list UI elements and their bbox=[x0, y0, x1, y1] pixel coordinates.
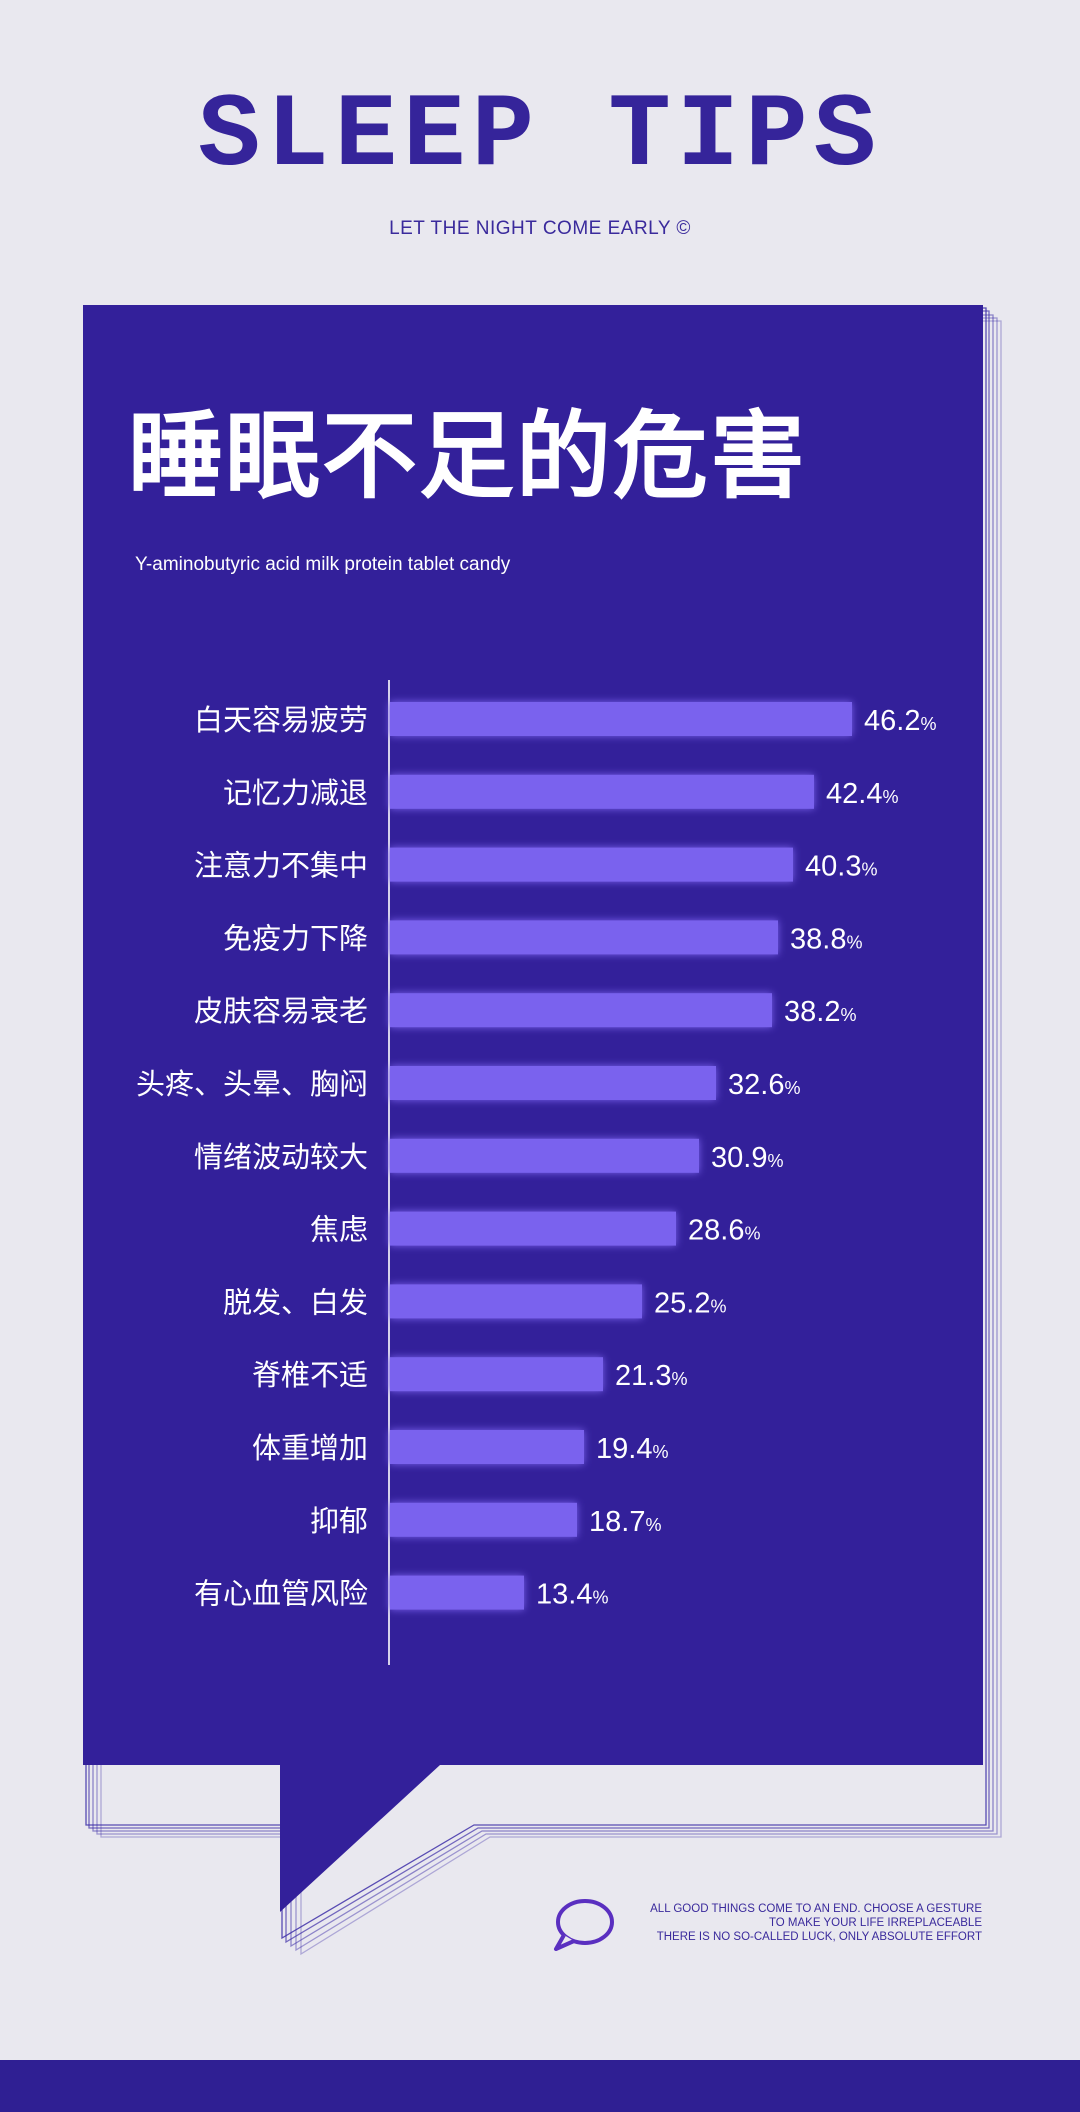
bar bbox=[390, 1066, 716, 1100]
category-label: 免疫力下降 bbox=[223, 921, 368, 955]
value-label: 30.9% bbox=[711, 1142, 783, 1174]
bar bbox=[390, 774, 814, 809]
bar bbox=[390, 1138, 699, 1173]
logo: SLEEP TIPS bbox=[197, 78, 883, 196]
category-label: 情绪波动较大 bbox=[194, 1140, 368, 1174]
value-label: 46.2% bbox=[864, 705, 936, 737]
chart-subtitle: Y-aminobutyric acid milk protein tablet … bbox=[135, 554, 511, 575]
bar bbox=[390, 1357, 603, 1392]
footer-line-2: TO MAKE YOUR LIFE IRREPLACEABLE bbox=[768, 1917, 982, 1929]
value-label: 38.2% bbox=[784, 996, 856, 1028]
category-label: 有心血管风险 bbox=[194, 1577, 368, 1611]
bar bbox=[390, 1575, 524, 1610]
bar bbox=[390, 1430, 584, 1464]
category-label: 皮肤容易衰老 bbox=[194, 994, 368, 1028]
value-label: 13.4% bbox=[536, 1579, 608, 1611]
bar bbox=[390, 847, 793, 882]
category-label: 脱发、白发 bbox=[223, 1285, 368, 1319]
category-label: 抑郁 bbox=[310, 1504, 368, 1538]
value-label: 40.3% bbox=[805, 851, 877, 883]
category-label: 头疼、头晕、胸闷 bbox=[136, 1067, 368, 1101]
bar bbox=[390, 1211, 676, 1246]
footer-text: ALL GOOD THINGS COME TO AN END. CHOOSE A… bbox=[650, 1902, 982, 1944]
value-label: 28.6% bbox=[688, 1215, 760, 1247]
bar bbox=[390, 920, 778, 955]
bar bbox=[390, 1502, 577, 1537]
value-label: 19.4% bbox=[596, 1433, 668, 1465]
category-label: 焦虑 bbox=[310, 1213, 368, 1247]
footer-line-1: ALL GOOD THINGS COME TO AN END. CHOOSE A… bbox=[650, 1903, 982, 1915]
value-label: 21.3% bbox=[615, 1360, 687, 1392]
value-label: 42.4% bbox=[826, 778, 898, 810]
speech-bubble-icon bbox=[550, 1897, 616, 1957]
tagline: LET THE NIGHT COME EARLY © bbox=[389, 218, 691, 239]
bar bbox=[390, 702, 852, 736]
category-label: 记忆力减退 bbox=[223, 776, 368, 810]
category-label: 注意力不集中 bbox=[194, 849, 368, 883]
footer-line-3: THERE IS NO SO-CALLED LUCK, ONLY ABSOLUT… bbox=[656, 1931, 982, 1943]
bar bbox=[390, 993, 772, 1028]
category-label: 体重增加 bbox=[252, 1431, 368, 1465]
value-label: 32.6% bbox=[728, 1069, 800, 1101]
bottom-band bbox=[0, 2060, 1080, 2112]
value-label: 38.8% bbox=[790, 923, 862, 955]
value-label: 25.2% bbox=[654, 1287, 726, 1319]
chart-title: 睡眠不足的危害 bbox=[128, 402, 808, 512]
value-label: 18.7% bbox=[589, 1506, 661, 1538]
category-label: 脊椎不适 bbox=[252, 1358, 368, 1392]
bar bbox=[390, 1284, 642, 1319]
category-label: 白天容易疲劳 bbox=[194, 703, 368, 737]
